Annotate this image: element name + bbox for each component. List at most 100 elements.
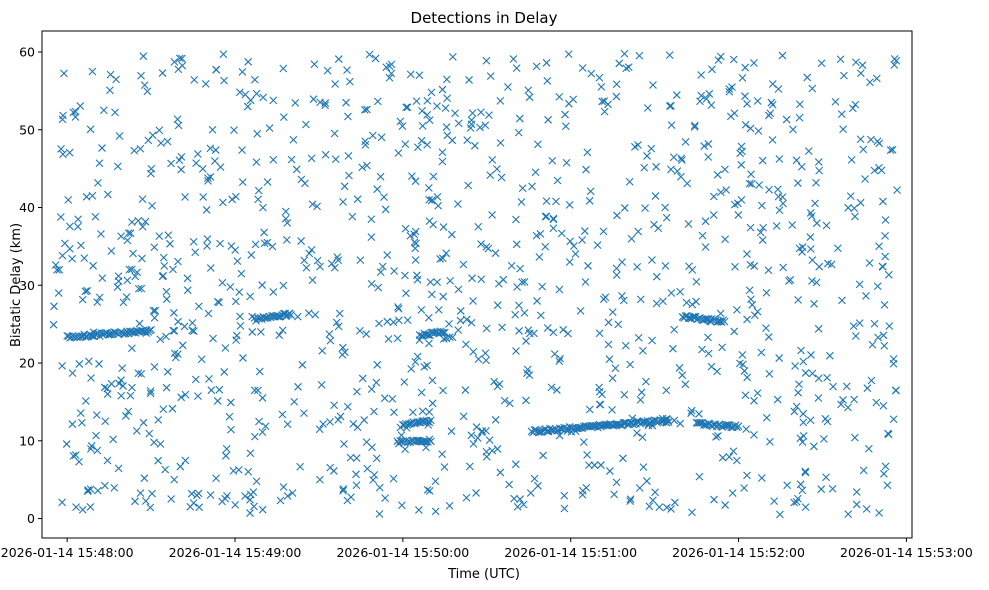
detection-point — [167, 495, 176, 503]
detection-point — [146, 389, 155, 398]
detection-point — [246, 449, 255, 458]
detection-point — [478, 428, 486, 437]
detection-point — [377, 133, 386, 142]
detection-point — [250, 75, 259, 84]
detection-point — [731, 262, 739, 271]
detection-point — [797, 162, 806, 171]
detection-point — [542, 197, 551, 206]
detection-point — [742, 425, 751, 434]
detection-point — [190, 327, 198, 336]
detection-point — [467, 116, 476, 125]
detection-point — [814, 158, 823, 166]
detection-point — [362, 330, 371, 338]
detection-point — [263, 178, 272, 186]
detection-point — [111, 108, 119, 117]
detection-point — [326, 336, 335, 345]
detection-point — [861, 175, 869, 183]
detection-point — [403, 316, 412, 324]
detection-point — [413, 352, 422, 361]
detection-point — [626, 497, 635, 505]
detection-point — [544, 115, 553, 124]
detection-point — [215, 385, 224, 394]
detection-point — [581, 278, 590, 286]
detection-point — [808, 256, 817, 264]
detection-point — [512, 240, 521, 249]
detection-point — [278, 410, 287, 419]
detection-point — [163, 137, 172, 146]
detection-point — [473, 434, 482, 442]
detection-point — [147, 325, 155, 334]
detection-point — [485, 111, 493, 119]
detection-point — [666, 165, 675, 174]
detection-point — [819, 435, 828, 443]
detection-point — [345, 77, 354, 86]
detection-point — [352, 454, 361, 463]
detection-point — [700, 142, 709, 150]
detection-point — [620, 390, 629, 399]
detection-point — [795, 244, 804, 253]
detection-point — [269, 96, 278, 105]
detection-point — [873, 137, 882, 146]
detection-point — [393, 334, 402, 343]
detection-point — [467, 431, 476, 440]
detection-point — [806, 416, 815, 425]
detection-point — [837, 400, 845, 409]
detection-point — [429, 172, 438, 181]
detection-point — [425, 116, 434, 124]
detection-point — [482, 324, 491, 333]
detection-point — [872, 74, 881, 83]
detection-point — [779, 199, 787, 208]
detection-point — [339, 197, 347, 206]
detection-point — [476, 123, 484, 132]
detection-point — [180, 322, 189, 331]
detection-point — [612, 92, 621, 101]
detection-point — [605, 355, 614, 364]
detection-point — [718, 343, 726, 352]
detection-point — [212, 66, 221, 74]
detection-point — [393, 303, 402, 311]
detection-point — [76, 102, 85, 110]
detection-point — [856, 135, 865, 144]
detection-point — [232, 331, 241, 340]
detection-point — [578, 64, 587, 72]
detection-point — [261, 422, 270, 431]
x-axis-label: Time (UTC) — [447, 567, 520, 582]
detection-point — [383, 317, 392, 326]
detection-point — [411, 357, 420, 366]
detection-point — [704, 140, 713, 148]
detection-point — [402, 289, 410, 298]
detection-point — [115, 379, 123, 388]
detection-point — [100, 383, 109, 392]
detection-point — [600, 107, 609, 116]
detection-point — [343, 496, 352, 505]
detection-point — [204, 176, 212, 185]
detection-point — [423, 96, 432, 105]
detection-point — [375, 483, 384, 492]
detection-point — [202, 206, 211, 214]
detection-point — [60, 69, 68, 78]
detection-point — [874, 333, 882, 342]
detection-point — [598, 97, 607, 106]
detection-point — [119, 298, 128, 307]
detection-point — [265, 124, 274, 133]
detection-point — [221, 344, 230, 352]
detection-point — [561, 110, 569, 119]
detection-point — [798, 438, 807, 446]
detection-point — [279, 64, 288, 73]
detection-point — [681, 380, 690, 389]
detection-point — [440, 328, 449, 337]
y-tick-label: 0 — [27, 511, 35, 526]
detection-point — [746, 124, 755, 133]
detection-point — [533, 140, 542, 149]
y-tick-label: 10 — [19, 433, 35, 448]
detection-point — [439, 328, 448, 337]
detection-point — [804, 147, 813, 156]
detection-point — [68, 420, 77, 429]
detection-point — [212, 474, 220, 483]
detection-point — [55, 265, 64, 274]
detection-point — [334, 322, 343, 331]
detection-point — [162, 332, 170, 341]
detection-point — [443, 131, 452, 140]
detection-point — [283, 492, 292, 500]
detection-point — [695, 472, 704, 481]
